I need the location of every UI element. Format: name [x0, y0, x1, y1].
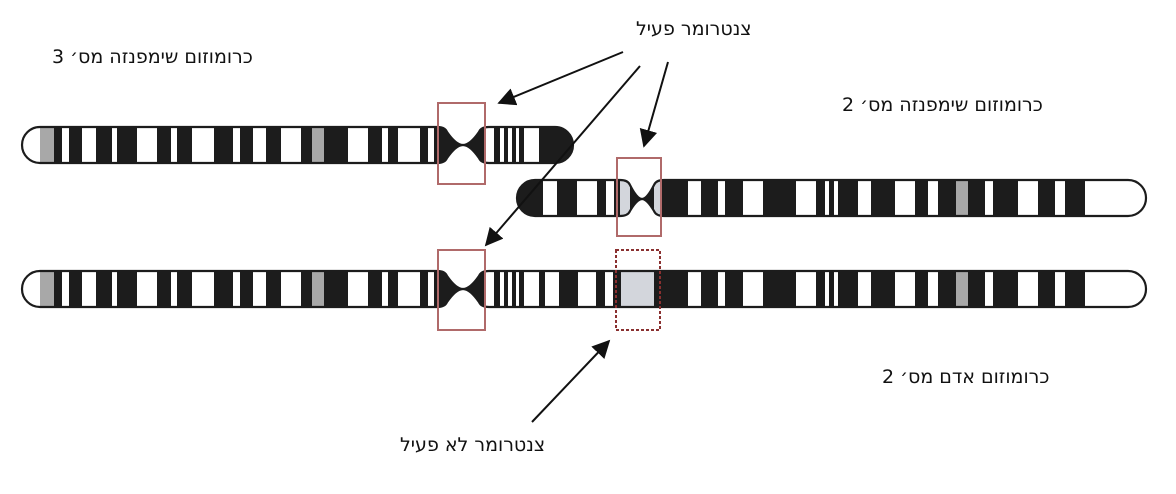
- active-centromere-box-middle: [616, 157, 662, 237]
- inactive-centromere-box: [615, 249, 661, 331]
- active-centromere-box-top: [437, 102, 486, 185]
- chimp-chromosome-2: [515, 178, 1148, 218]
- chimp-chromosome-2-label: כרומוזום שימפנזה מס׳ 2: [842, 94, 1043, 116]
- chimp-chromosome-3-label: כרומוזום שימפנזה מס׳ 3: [52, 46, 253, 68]
- human-chromosome-2-label: כרומוזום אדם מס׳ 2: [882, 366, 1050, 388]
- chimp-chromosome-3: [20, 125, 575, 165]
- arrow-to-inactive-centromere: [531, 339, 611, 423]
- inactive-centromere-label: צנטרומר לא פעיל: [400, 434, 546, 456]
- active-centromere-label: צנטרומר פעיל: [636, 18, 752, 40]
- human-chromosome-2: [20, 269, 1148, 309]
- active-centromere-box-bottom: [437, 249, 486, 331]
- arrow-to-middle-centromere: [639, 61, 669, 148]
- arrow-to-bottom-centromere: [484, 65, 641, 247]
- arrow-to-top-centromere: [497, 51, 624, 106]
